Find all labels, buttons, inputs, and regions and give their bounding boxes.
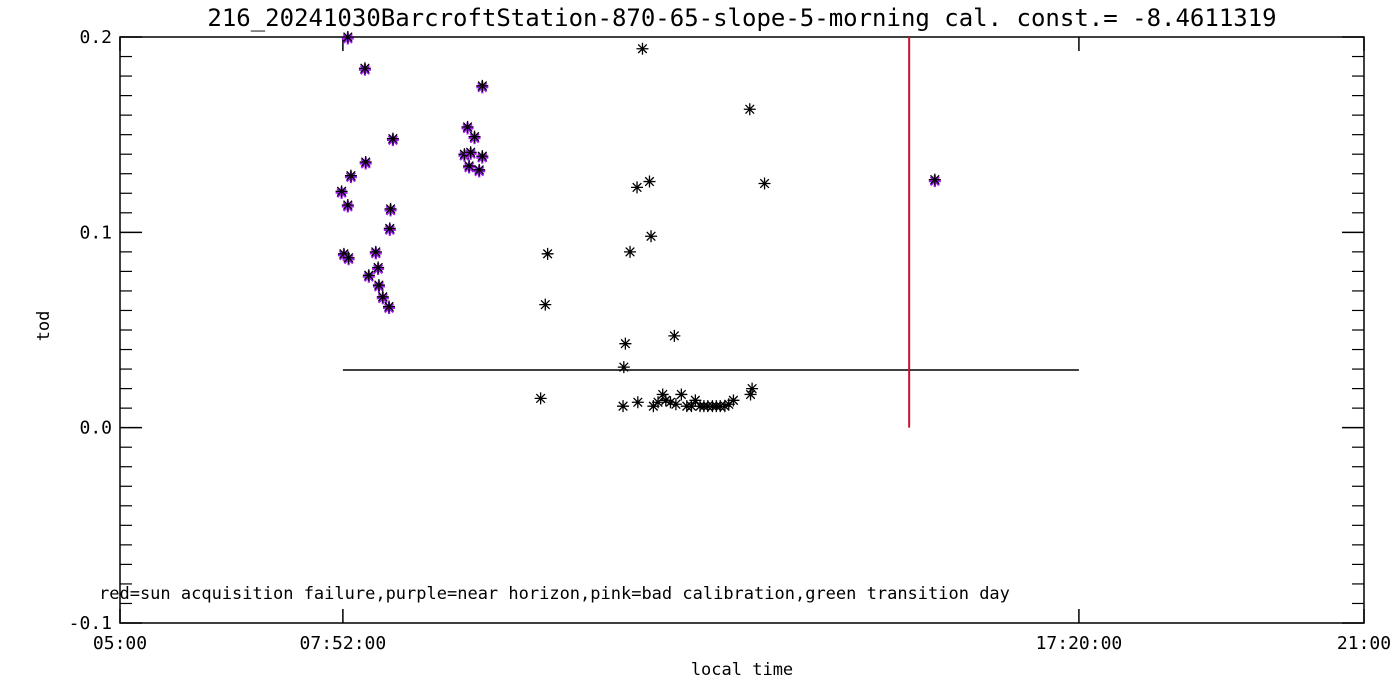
y-tick-label: 0.1 (79, 222, 112, 243)
purple-point-core-marker (359, 156, 372, 169)
black-point-marker (656, 388, 669, 401)
purple-point-core-marker (341, 31, 354, 43)
black-point-marker (758, 177, 771, 190)
purple-point-core-marker (461, 120, 474, 133)
black-point-marker (617, 400, 630, 413)
black-point-marker (636, 42, 649, 55)
black-point-marker (539, 298, 552, 311)
plot-title: 216_20241030BarcroftStation-870-65-slope… (207, 4, 1277, 32)
purple-point-core-marker (383, 222, 396, 235)
purple-point-core-marker (358, 62, 371, 75)
black-point-marker (619, 337, 632, 350)
purple-point-core-marker (342, 251, 355, 264)
x-tick-label: 05:00 (93, 633, 147, 654)
purple-point-core-marker (464, 146, 477, 159)
black-point-marker (643, 175, 656, 188)
black-point-marker (541, 247, 554, 260)
black-point-marker (617, 361, 630, 374)
purple-point-core-marker (386, 132, 399, 145)
y-tick-label: 0.0 (79, 418, 112, 439)
black-point-marker (746, 382, 759, 395)
black-point-marker (624, 245, 637, 258)
purple-point-core-marker (383, 300, 396, 313)
black-point-marker (659, 394, 672, 407)
x-tick-label: 07:52:00 (300, 633, 387, 654)
purple-point-core-marker (473, 163, 486, 176)
black-point-marker (631, 181, 644, 194)
black-point-marker (685, 400, 698, 413)
black-point-marker (652, 396, 665, 409)
purple-point-core-marker (376, 290, 389, 303)
black-point-marker (744, 388, 757, 401)
purple-point-core-marker (384, 202, 397, 215)
black-point-marker (534, 392, 547, 405)
purple-point-core-marker (362, 269, 375, 282)
x-tick-label: 21:00 (1337, 633, 1391, 654)
black-point-marker (743, 103, 756, 116)
purple-point-core-marker (476, 79, 489, 92)
x-tick-label: 17:20:00 (1036, 633, 1123, 654)
purple-point-core-marker (372, 261, 385, 274)
purple-point-core-marker (372, 279, 385, 292)
black-point-marker (664, 396, 677, 409)
purple-point-core-marker (369, 245, 382, 258)
x-axis-title: local time (690, 660, 794, 680)
purple-point-core-marker (344, 169, 357, 182)
purple-point-core-marker (335, 185, 348, 198)
black-point-marker (718, 400, 731, 413)
purple-point-core-marker (463, 159, 476, 172)
axis-box (119, 36, 1365, 624)
black-point-marker (689, 394, 702, 407)
purple-point-core-marker (458, 148, 471, 161)
legend-color-note: red=sun acquisition failure,purple=near … (99, 584, 1010, 604)
purple-point-core-marker (468, 130, 481, 143)
black-point-marker (727, 394, 740, 407)
black-point-marker (645, 230, 658, 243)
black-point-marker (631, 396, 644, 409)
y-tick-label: -0.1 (69, 613, 112, 634)
black-point-marker (669, 398, 682, 411)
black-point-marker (675, 388, 688, 401)
purple-point-core-marker (341, 198, 354, 211)
purple-point-core-marker (928, 173, 941, 186)
black-point-marker (668, 329, 681, 342)
y-tick-label: 0.2 (79, 27, 112, 48)
purple-point-core-marker (476, 150, 489, 163)
